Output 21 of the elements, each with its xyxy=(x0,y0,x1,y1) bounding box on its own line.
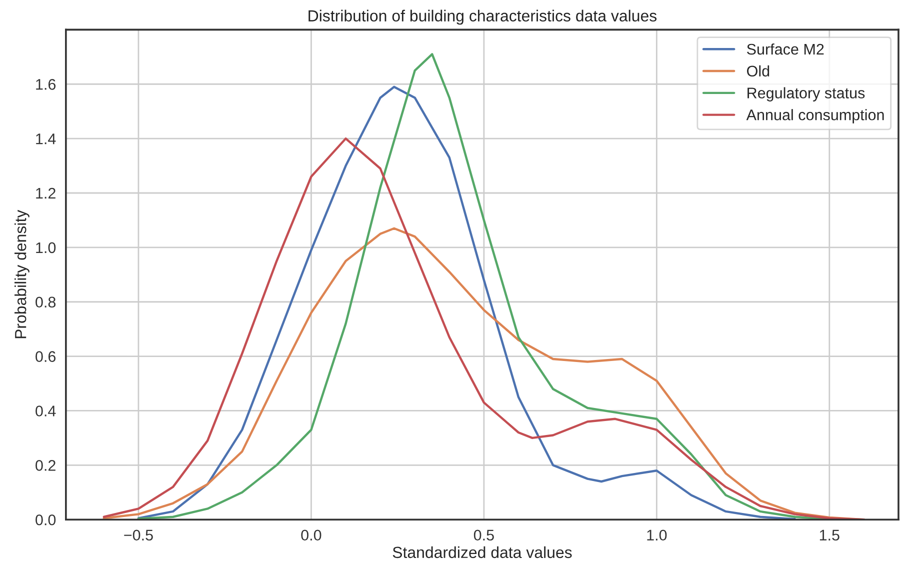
legend-label: Surface M2 xyxy=(747,43,824,55)
y-tick-label: 0.8 xyxy=(36,296,56,308)
y-tick-label: 0.2 xyxy=(36,460,56,471)
chart-title: Distribution of building characteristics data values xyxy=(308,10,657,25)
y-tick-label: 1.2 xyxy=(36,188,56,199)
legend-label: Annual consumption xyxy=(746,109,884,124)
x-tick-label: 1.5 xyxy=(820,530,840,541)
legend-label: Old xyxy=(747,65,770,77)
x-tick-label: 0.5 xyxy=(474,530,494,541)
x-tick-label: −0.5 xyxy=(124,530,153,541)
x-tick-label: 0.0 xyxy=(301,530,322,541)
y-tick-label: 1.4 xyxy=(36,134,56,144)
y-tick-label: 0.6 xyxy=(36,351,56,362)
y-tick-label: 0.0 xyxy=(36,514,56,526)
y-tick-label: 1.6 xyxy=(36,78,56,90)
legend-label: Regulatory status xyxy=(748,87,865,102)
y-axis-title: Probability density xyxy=(14,210,30,338)
y-tick-label: 0.4 xyxy=(36,406,56,416)
x-tick-label: 1.0 xyxy=(647,530,667,541)
y-tick-label: 1.0 xyxy=(36,242,56,254)
x-axis-title: Standardized data values xyxy=(392,546,572,558)
